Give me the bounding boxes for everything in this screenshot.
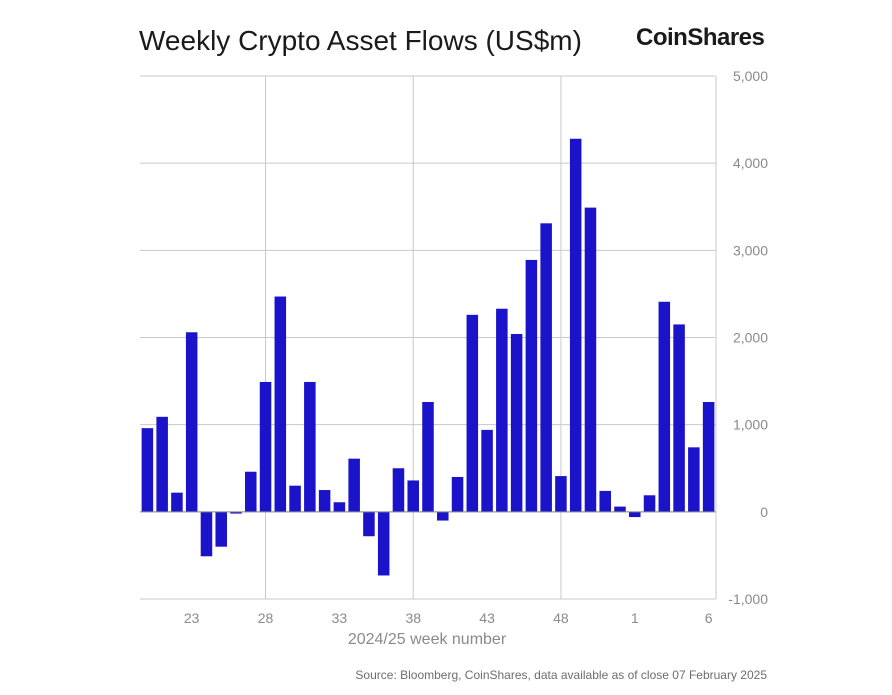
source-note: Source: Bloomberg, CoinShares, data avai…: [355, 668, 767, 682]
bar: [215, 511, 227, 547]
bar: [318, 490, 331, 512]
bar: [658, 301, 671, 512]
bar: [407, 480, 419, 512]
x-tick-label: 43: [479, 610, 495, 626]
bar: [569, 138, 582, 512]
bar: [333, 502, 346, 512]
bar: [540, 223, 552, 512]
brand-logo: CoinShares: [636, 24, 765, 51]
bar: [377, 511, 390, 576]
bar: [451, 476, 464, 512]
x-tick-label: 38: [405, 610, 421, 626]
bar: [510, 334, 523, 512]
bar: [259, 381, 272, 512]
bar: [702, 402, 715, 512]
bar: [688, 447, 700, 512]
bar: [289, 485, 301, 512]
x-axis: 23 28 33 38 43 48 1 6: [184, 610, 713, 626]
bar: [466, 314, 479, 512]
y-tick-label: 0: [760, 504, 768, 520]
x-axis-title: 2024/25 week number: [348, 631, 507, 648]
y-tick-label: 2,000: [733, 330, 768, 346]
bar: [584, 207, 597, 512]
bar: [304, 381, 316, 512]
bar: [437, 511, 449, 521]
bar: [274, 296, 287, 512]
bar: [156, 416, 168, 512]
x-tick-label: 48: [553, 610, 569, 626]
bar: [185, 332, 198, 512]
bar: [496, 308, 508, 512]
bar: [614, 506, 626, 512]
y-tick-label: 5,000: [733, 68, 768, 84]
x-tick-label: 28: [258, 610, 274, 626]
y-tick-label: -1,000: [728, 591, 768, 607]
bar: [245, 471, 257, 512]
chart-title: Weekly Crypto Asset Flows (US$m): [139, 25, 582, 56]
y-tick-label: 1,000: [733, 417, 768, 433]
bar: [141, 428, 154, 512]
bar: [555, 476, 567, 512]
y-tick-label: 3,000: [733, 242, 768, 258]
bar: [643, 495, 656, 512]
bar: [171, 492, 183, 512]
bar: [348, 458, 360, 512]
bar: [230, 511, 242, 514]
bar: [392, 468, 405, 512]
bar: [200, 511, 213, 557]
bar: [673, 324, 685, 512]
bar: [422, 402, 434, 512]
x-tick-label: 33: [332, 610, 348, 626]
bar: [363, 511, 375, 537]
y-tick-label: 4,000: [733, 155, 768, 171]
bar: [525, 259, 538, 512]
x-tick-label: 23: [184, 610, 200, 626]
x-tick-label: 6: [705, 610, 713, 626]
bars: [140, 138, 716, 576]
bar: [599, 490, 611, 512]
bar: [481, 429, 493, 512]
x-tick-label: 1: [631, 610, 639, 626]
y-axis: 5,000 4,000 3,000 2,000 1,000 0 -1,000: [715, 68, 768, 607]
bar: [629, 511, 641, 518]
